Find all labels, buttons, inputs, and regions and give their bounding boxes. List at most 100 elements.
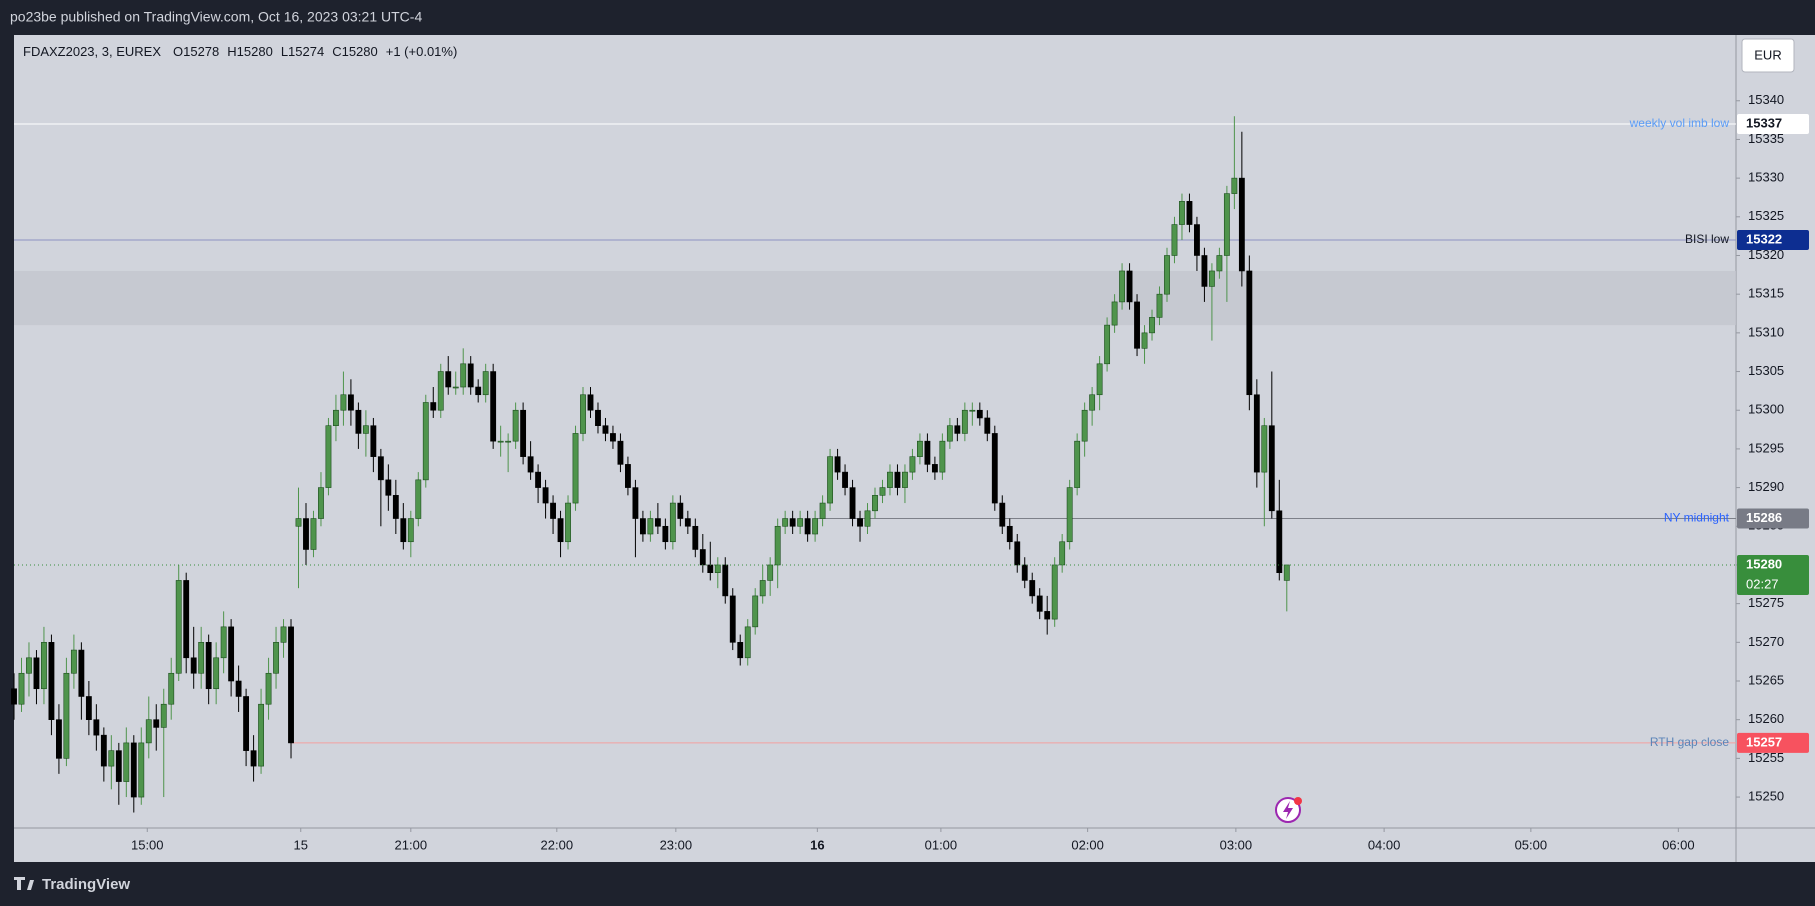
candle-body bbox=[198, 642, 205, 674]
candle-body bbox=[872, 495, 878, 512]
candle-body bbox=[452, 386, 459, 389]
countdown: 02:27 bbox=[1746, 576, 1779, 591]
candle-body bbox=[827, 456, 833, 504]
candle-body bbox=[26, 657, 32, 674]
candle-body bbox=[460, 363, 467, 388]
candle-body bbox=[1164, 255, 1170, 295]
x-tick-label: 21:00 bbox=[395, 837, 428, 852]
price-tag bbox=[1737, 113, 1809, 134]
candle-body bbox=[78, 649, 85, 697]
candle-body bbox=[1194, 224, 1200, 256]
candle-body bbox=[100, 734, 107, 767]
candle-body bbox=[542, 487, 549, 504]
x-tick-label: 15 bbox=[294, 837, 308, 852]
candle-body bbox=[250, 750, 257, 767]
candle-body bbox=[587, 394, 594, 411]
x-tick-label: 04:00 bbox=[1368, 837, 1401, 852]
y-tick-label: 15305 bbox=[1748, 363, 1784, 378]
candle-body bbox=[610, 433, 616, 442]
candle-body bbox=[430, 402, 437, 411]
candle-body bbox=[550, 502, 556, 519]
candle-body bbox=[632, 487, 639, 519]
currency: EUR bbox=[1754, 47, 1781, 62]
candle-body bbox=[33, 657, 40, 690]
candle-body bbox=[1029, 580, 1036, 597]
icon-bolt bbox=[1283, 801, 1293, 819]
legend-item: FDAXZ2023, 3, EUREX bbox=[23, 44, 161, 59]
candle-body bbox=[617, 440, 624, 465]
candle-body bbox=[662, 525, 669, 543]
candle-body bbox=[946, 425, 953, 442]
candle-body bbox=[415, 479, 422, 519]
alert-icon[interactable] bbox=[1275, 797, 1302, 823]
candle-body bbox=[1201, 255, 1208, 287]
candle-body bbox=[744, 626, 751, 659]
last-price-label: 15280 bbox=[1746, 556, 1782, 571]
candle-body bbox=[625, 464, 631, 488]
y-tick-label: 15265 bbox=[1748, 672, 1784, 687]
candle-body bbox=[1051, 564, 1058, 620]
candle-body bbox=[467, 363, 474, 388]
currency-box[interactable] bbox=[1741, 38, 1795, 73]
candle-body bbox=[797, 518, 804, 527]
plot: weekly vol imb low BISI low NY midnight RTH… bbox=[11, 116, 1736, 813]
candle-body bbox=[909, 456, 916, 473]
y-tick-label: 15300 bbox=[1748, 402, 1784, 417]
candle-body bbox=[677, 502, 684, 519]
candle-body bbox=[759, 580, 766, 597]
candle-body bbox=[1104, 324, 1111, 365]
candle-body bbox=[265, 672, 272, 705]
candle-body bbox=[273, 642, 279, 674]
candle-body bbox=[789, 518, 796, 527]
candle-body bbox=[392, 495, 399, 519]
candle-body bbox=[228, 626, 235, 682]
candle-body bbox=[437, 371, 444, 411]
candle-body bbox=[347, 394, 354, 411]
price-tag bbox=[1737, 732, 1809, 753]
x-tick-label: 15:00 bbox=[131, 837, 164, 852]
candle-body bbox=[1149, 317, 1155, 334]
y-tick-label: 15340 bbox=[1748, 92, 1784, 107]
candle-body bbox=[153, 719, 160, 728]
candle-body bbox=[602, 425, 609, 434]
candle-body bbox=[737, 642, 744, 659]
x-tick-label: 05:00 bbox=[1515, 837, 1548, 852]
candle-body bbox=[295, 518, 302, 527]
price-tag bbox=[1737, 508, 1809, 529]
legend-item: L15274 bbox=[281, 44, 324, 59]
candle-body bbox=[1119, 270, 1125, 303]
candle-body bbox=[782, 518, 789, 527]
candle-body bbox=[864, 510, 871, 527]
candle-body bbox=[714, 564, 721, 573]
candle-body bbox=[183, 580, 190, 659]
price-axis bbox=[1736, 35, 1815, 828]
candle-body bbox=[445, 371, 452, 388]
price-tag bbox=[1737, 230, 1809, 251]
candle-body bbox=[407, 518, 414, 543]
y-tick-label: 15295 bbox=[1748, 440, 1784, 455]
candle-body bbox=[1223, 193, 1230, 256]
candle-body bbox=[894, 471, 901, 488]
candle-body bbox=[145, 719, 152, 744]
candle-body bbox=[385, 479, 392, 496]
candle-body bbox=[804, 518, 811, 535]
candle-body bbox=[138, 742, 145, 798]
candle-body bbox=[377, 456, 384, 481]
candle-body bbox=[969, 409, 976, 412]
candle-body bbox=[333, 409, 339, 426]
published-note: po23be published on TradingView.com, Oct… bbox=[10, 9, 422, 25]
price-tag-label: 15286 bbox=[1746, 510, 1782, 525]
candle-body bbox=[991, 433, 998, 504]
candle-body bbox=[1283, 564, 1290, 581]
x-tick-label: 03:00 bbox=[1220, 837, 1253, 852]
candle-body bbox=[11, 688, 17, 705]
candle-body bbox=[475, 386, 482, 396]
y-tick-label: 15325 bbox=[1748, 208, 1784, 223]
candle-body bbox=[647, 518, 654, 535]
level-label: weekly vol imb low bbox=[1629, 116, 1730, 130]
candle-body bbox=[93, 719, 100, 736]
candle-body bbox=[288, 626, 294, 744]
candle-body bbox=[572, 433, 579, 504]
level-label: NY midnight bbox=[1664, 511, 1730, 525]
candle-body bbox=[175, 580, 182, 674]
